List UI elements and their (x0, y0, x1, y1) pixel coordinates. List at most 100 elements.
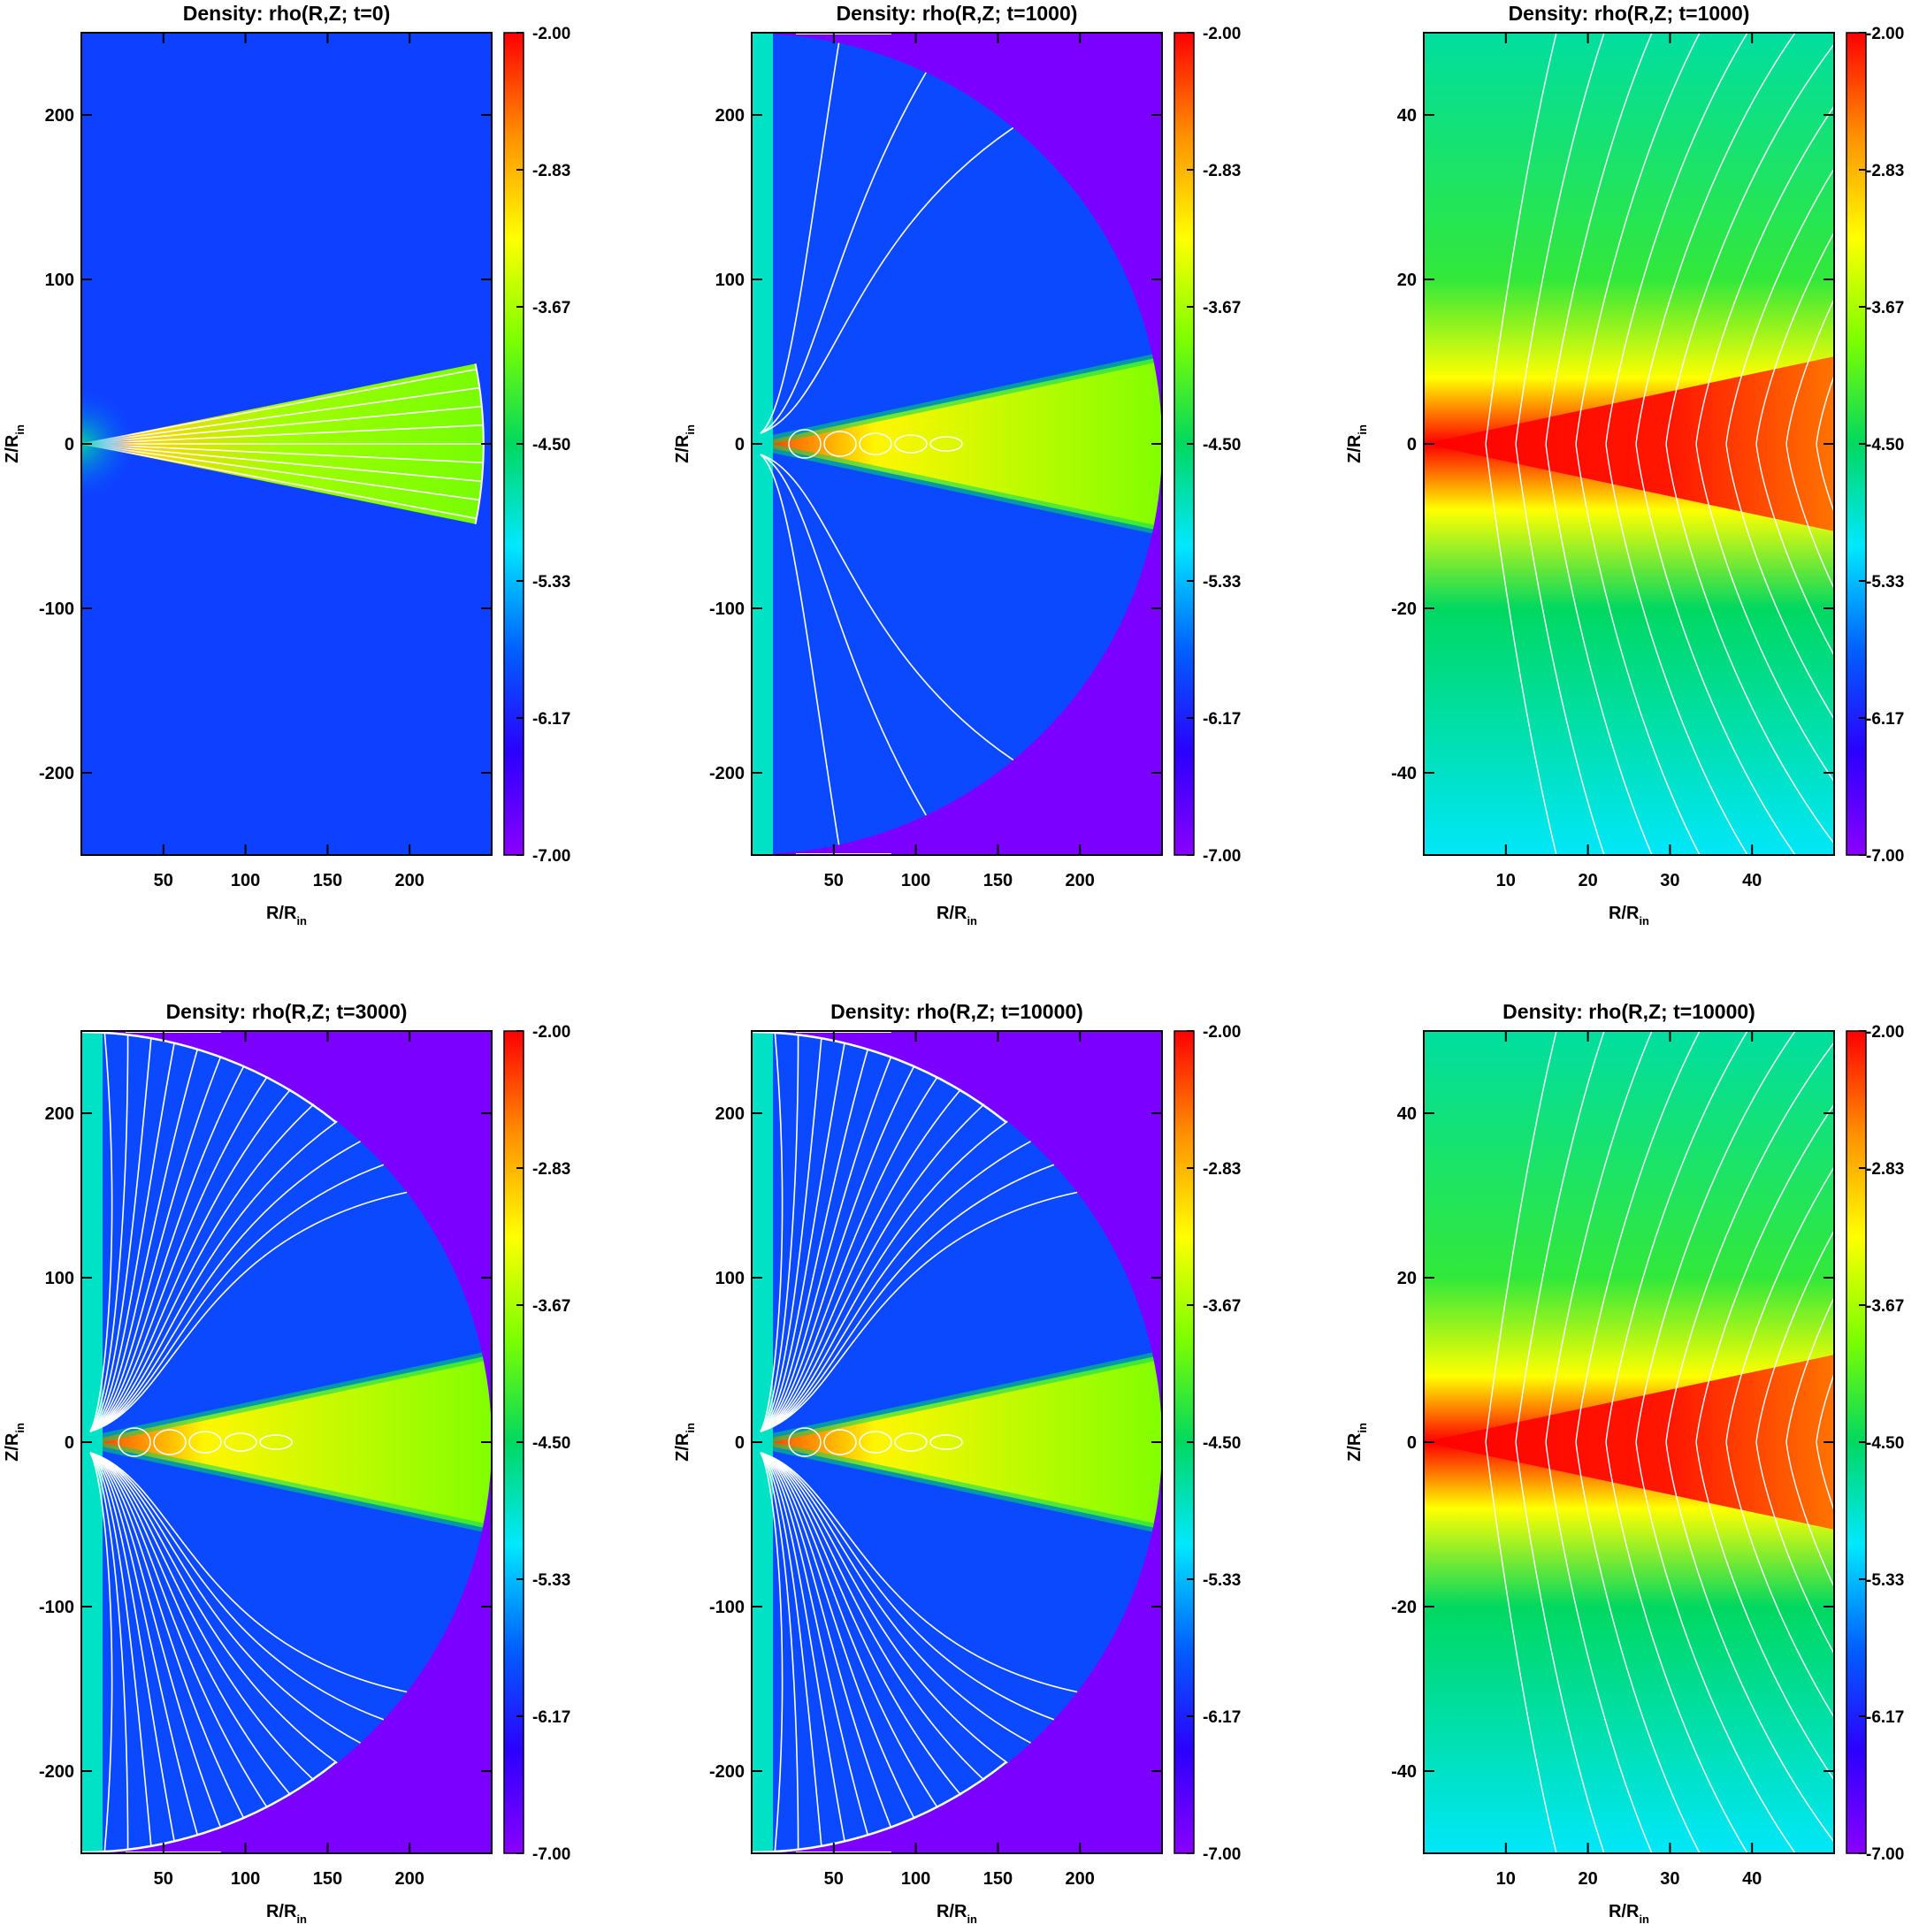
panel-6: 10 20 30 40 40 20 0 -20 -40 Density: rho(R,Z; t=1… (1345, 1000, 1904, 1926)
contour-line (89, 1191, 408, 1432)
contour-line (760, 1141, 1031, 1432)
contour-line (224, 1432, 257, 1452)
x-tick-label: 30 (1660, 1869, 1679, 1889)
panel-title: Density: rho(R,Z; t=1000) (837, 2, 1078, 25)
contour-line (1755, 443, 1834, 657)
contour-line (760, 454, 840, 845)
y-tick-label: 0 (735, 1433, 745, 1453)
contour-line (1575, 1441, 1701, 1853)
contour-line (1665, 1441, 1834, 1843)
panel-5: 50 100 150 200 200 100 0 -100 -200 Density: rho(R… (673, 1000, 1241, 1926)
y-tick-label: -20 (1391, 1598, 1417, 1617)
disk-core (1424, 1355, 1834, 1530)
colorbar-tick-label: -2.83 (1866, 162, 1904, 180)
contour-line (760, 1452, 962, 1796)
colorbar-tick-label: -4.50 (532, 436, 570, 454)
contour-line (823, 431, 857, 457)
colorbar-tick-label: -6.17 (1203, 710, 1241, 729)
y-axis-label-sub: in (684, 424, 697, 435)
x-axis-label-sub: in (296, 914, 307, 928)
contour-line (760, 42, 840, 434)
x-axis-label: R/Rin (266, 1902, 307, 1926)
y-axis-label: Z/Rin (673, 1423, 697, 1462)
contour-line (1575, 1031, 1701, 1443)
x-tick-label: 100 (231, 1869, 260, 1889)
y-axis-label-sub: in (1356, 1423, 1369, 1433)
colorbar-tick-label: -6.17 (1866, 1708, 1904, 1727)
disk-wedge (81, 1356, 492, 1528)
contour-line (760, 1048, 869, 1432)
y-tick-label: 100 (715, 1269, 745, 1288)
contour-line (81, 405, 482, 445)
colorbar-tick-label: -6.17 (1866, 710, 1904, 729)
disk-edge (81, 1352, 484, 1447)
x-tick-label: 40 (1742, 871, 1762, 890)
colorbar-tick-label: -2.00 (1866, 25, 1904, 43)
contour-line (1816, 374, 1834, 445)
contour-line (89, 1452, 361, 1744)
contour-line (89, 1037, 152, 1432)
contour-line (1785, 1296, 1834, 1443)
x-tick-label: 10 (1496, 1869, 1516, 1889)
colorbar-tick-label: -3.67 (532, 299, 570, 317)
x-tick-label: 40 (1742, 1869, 1762, 1889)
contour-line (89, 1164, 385, 1432)
contour-line (1695, 1441, 1834, 1781)
contour-line (1695, 1103, 1834, 1443)
x-tick-label: 30 (1660, 871, 1679, 890)
y-axis-label-sub: in (13, 424, 27, 435)
y-tick-label: -200 (39, 1762, 74, 1782)
contour-line (1816, 1441, 1834, 1512)
x-tick-label: 150 (313, 871, 342, 890)
contour-line (760, 1452, 845, 1843)
colorbar-tick-label: -4.50 (532, 1434, 570, 1453)
contour-line (1575, 33, 1701, 445)
y-tick-label: 0 (1407, 435, 1417, 454)
contour-line (1725, 167, 1834, 445)
x-tick-label: 150 (983, 1869, 1013, 1889)
y-tick-label: 100 (715, 271, 745, 290)
contour-line (1545, 1441, 1653, 1853)
y-tick-label: -100 (39, 599, 74, 619)
disk-wedge (752, 1356, 1162, 1528)
y-tick-label: -200 (39, 764, 74, 783)
colorbar-tick-label: -3.67 (532, 1297, 570, 1316)
contour-line (1785, 298, 1834, 445)
contour-line (89, 1141, 361, 1432)
contour-line (1515, 1031, 1605, 1443)
disk-edge (752, 1438, 1154, 1532)
colorbar-tick-label: -3.67 (1866, 299, 1904, 317)
x-axis-label: R/Rin (1609, 904, 1649, 928)
disk-core (1424, 356, 1834, 531)
contour-line (81, 443, 477, 520)
colorbar-tick-label: -4.50 (1866, 436, 1904, 454)
y-tick-label: 200 (45, 106, 74, 126)
y-axis-label: Z/Rin (3, 424, 27, 463)
contour-line (1485, 1031, 1557, 1443)
y-axis-label: Z/Rin (673, 424, 697, 463)
contour-line (760, 1065, 915, 1432)
x-tick-label: 50 (154, 1869, 173, 1889)
panel-title: Density: rho(R,Z; t=10000) (1502, 1000, 1755, 1023)
contour-line (1575, 443, 1701, 855)
plot-area (752, 33, 1162, 855)
panel-1: 50 100 150 200 200 100 0 -100 -200 Density: rho(R… (3, 2, 570, 928)
y-tick-label: 0 (735, 435, 745, 454)
contour-line (81, 386, 480, 445)
colorbar-tick-label: -7.00 (1203, 847, 1241, 866)
contour-line (894, 434, 928, 454)
plot-area (752, 1031, 1162, 1853)
x-tick-label: 50 (154, 871, 173, 890)
x-tick-label: 20 (1578, 1869, 1597, 1889)
x-tick-label: 200 (1066, 871, 1095, 890)
contour-line (81, 443, 480, 501)
contour-line (1515, 443, 1605, 855)
contour-line (760, 1103, 985, 1432)
contour-line (752, 1031, 1007, 1124)
disk-wedge (752, 358, 1162, 530)
contour-line (89, 1452, 199, 1837)
contour-line (89, 1452, 245, 1820)
contour-line (89, 1042, 175, 1432)
y-tick-label: 0 (65, 1433, 74, 1453)
x-tick-label: 100 (901, 1869, 930, 1889)
